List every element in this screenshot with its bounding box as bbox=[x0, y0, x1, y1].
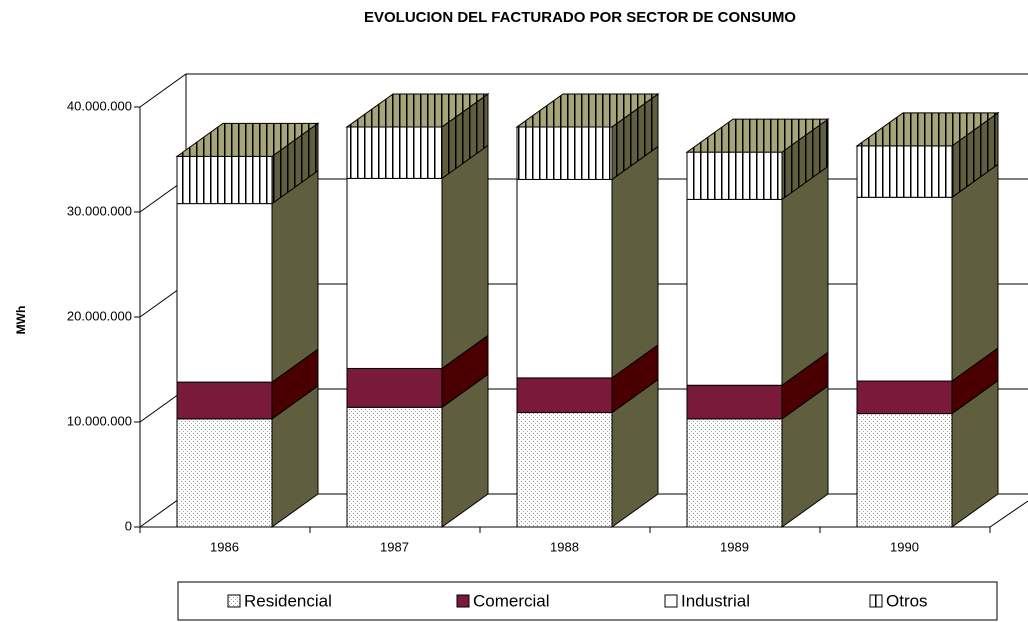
bar bbox=[176, 155, 273, 205]
y-tick-label: 20.000.000 bbox=[67, 308, 132, 323]
x-tick-label: 1987 bbox=[380, 539, 409, 554]
bar bbox=[686, 384, 783, 420]
bar-side bbox=[271, 169, 319, 384]
x-tick-label: 1986 bbox=[210, 539, 239, 554]
bar-side bbox=[611, 145, 659, 379]
bar bbox=[176, 418, 273, 528]
x-tick-label: 1989 bbox=[720, 539, 749, 554]
bar bbox=[856, 413, 953, 528]
bar bbox=[516, 377, 613, 414]
bar bbox=[516, 126, 613, 180]
legend-label: Industrial bbox=[681, 591, 750, 610]
bar bbox=[516, 412, 613, 528]
y-tick-label: 40.000.000 bbox=[67, 98, 132, 113]
bar bbox=[856, 380, 953, 415]
bar-top bbox=[515, 93, 660, 128]
bar-top bbox=[685, 118, 830, 153]
legend-swatch bbox=[456, 594, 470, 608]
bar-side bbox=[441, 144, 489, 370]
x-tick-label: 1988 bbox=[550, 539, 579, 554]
chart-title: EVOLUCION DEL FACTURADO POR SECTOR DE CO… bbox=[364, 9, 796, 26]
bar bbox=[516, 178, 613, 379]
bar bbox=[346, 177, 443, 369]
bar bbox=[686, 418, 783, 528]
bar bbox=[686, 151, 783, 200]
legend-label: Residencial bbox=[244, 591, 332, 610]
bar bbox=[176, 203, 273, 383]
bar bbox=[856, 196, 953, 382]
bar bbox=[176, 381, 273, 420]
x-tick-label: 1990 bbox=[890, 539, 919, 554]
y-tick-label: 30.000.000 bbox=[67, 203, 132, 218]
y-axis-label: MWh bbox=[14, 306, 28, 335]
y-tick-label: 10.000.000 bbox=[67, 413, 132, 428]
bar bbox=[346, 406, 443, 528]
grid-line bbox=[139, 73, 1028, 108]
bar-top bbox=[175, 122, 320, 157]
bar-top bbox=[855, 112, 1000, 147]
bar-side bbox=[951, 163, 999, 383]
legend-label: Otros bbox=[886, 591, 928, 610]
bar bbox=[346, 367, 443, 408]
legend-swatch bbox=[227, 594, 241, 608]
legend-swatch bbox=[869, 594, 883, 608]
bar-side bbox=[781, 165, 829, 387]
bar bbox=[346, 126, 443, 179]
legend-box bbox=[177, 581, 998, 621]
bar bbox=[686, 198, 783, 386]
legend-swatch bbox=[664, 594, 678, 608]
y-tick-label: 0 bbox=[125, 518, 132, 533]
bar bbox=[856, 145, 953, 198]
bar-top bbox=[345, 93, 490, 128]
legend-label: Comercial bbox=[473, 591, 550, 610]
